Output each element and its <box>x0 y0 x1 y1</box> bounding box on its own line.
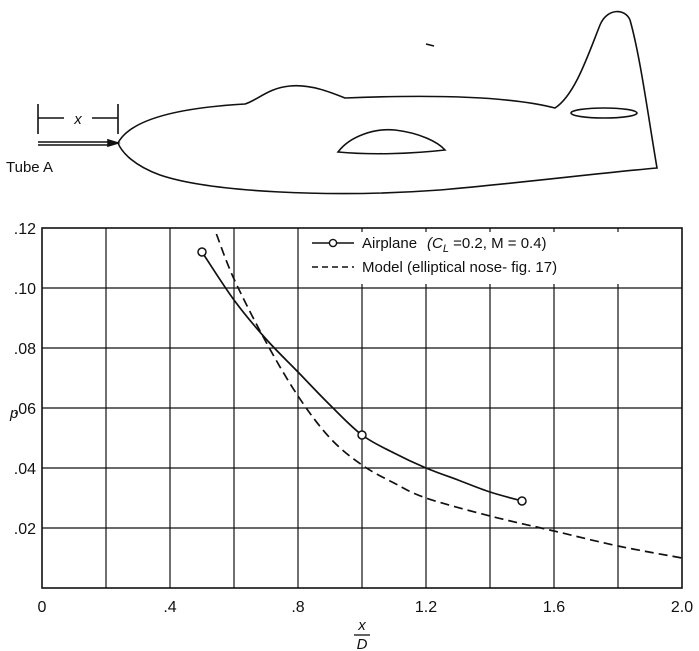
tube-label: Tube A <box>6 159 53 176</box>
airplane-drawing <box>37 10 658 195</box>
legend: Airplane (CL =0.2, M = 0.4) Model (ellipt… <box>300 232 676 284</box>
series-group <box>197 233 683 559</box>
series-airplane-marker <box>197 247 207 257</box>
x-axis-label-denominator: D <box>357 636 368 651</box>
legend-airplane-text: Airplane (CL =0.2, M = 0.4) <box>362 235 547 255</box>
x-tick-label: .8 <box>291 599 304 616</box>
legend-box <box>300 232 676 284</box>
x-tick-label: .4 <box>163 599 176 616</box>
air-inlet <box>336 128 447 155</box>
x-tick-label: 0 <box>38 599 47 616</box>
y-tick-labels: .02 .04 .06 .08 .10 .12 <box>14 221 36 538</box>
y-tick-label: .08 <box>14 341 36 358</box>
series-airplane-marker <box>357 430 367 440</box>
y-tick-label: .06 <box>14 401 36 418</box>
y-tick-label: .12 <box>14 221 36 238</box>
nose-tip <box>107 138 121 148</box>
y-tick-label: .04 <box>14 461 36 478</box>
legend-airplane-rest: =0.2, M = 0.4) <box>449 235 547 252</box>
grid <box>42 228 682 588</box>
series-airplane-marker <box>517 496 527 506</box>
legend-airplane-marker <box>328 238 338 248</box>
stray-mark <box>425 43 435 47</box>
x-tick-label: 1.6 <box>543 599 565 616</box>
y-axis-label: p <box>9 405 18 422</box>
x-tick-label: 1.2 <box>415 599 437 616</box>
plot-area: 0 .4 .8 1.2 1.6 2.0 .02 .04 .06 .08 .10 .12 <box>14 221 693 616</box>
x-tick-label: 2.0 <box>671 599 693 616</box>
y-tick-label: .10 <box>14 281 36 298</box>
plot-frame <box>41 227 683 589</box>
legend-airplane-params: (C <box>427 235 443 252</box>
x-tick-labels: 0 .4 .8 1.2 1.6 2.0 <box>38 599 694 616</box>
x-axis-label-numerator: x <box>357 617 366 634</box>
horizontal-tail <box>570 107 638 119</box>
series-model-line <box>215 233 683 559</box>
y-tick-label: .02 <box>14 521 36 538</box>
fuselage-outline <box>117 10 658 195</box>
dimension-label: x <box>73 111 82 128</box>
legend-model-text: Model (elliptical nose- fig. 17) <box>362 259 557 276</box>
legend-airplane-name: Airplane <box>362 235 417 252</box>
legend-airplane-sub: L <box>443 243 449 255</box>
